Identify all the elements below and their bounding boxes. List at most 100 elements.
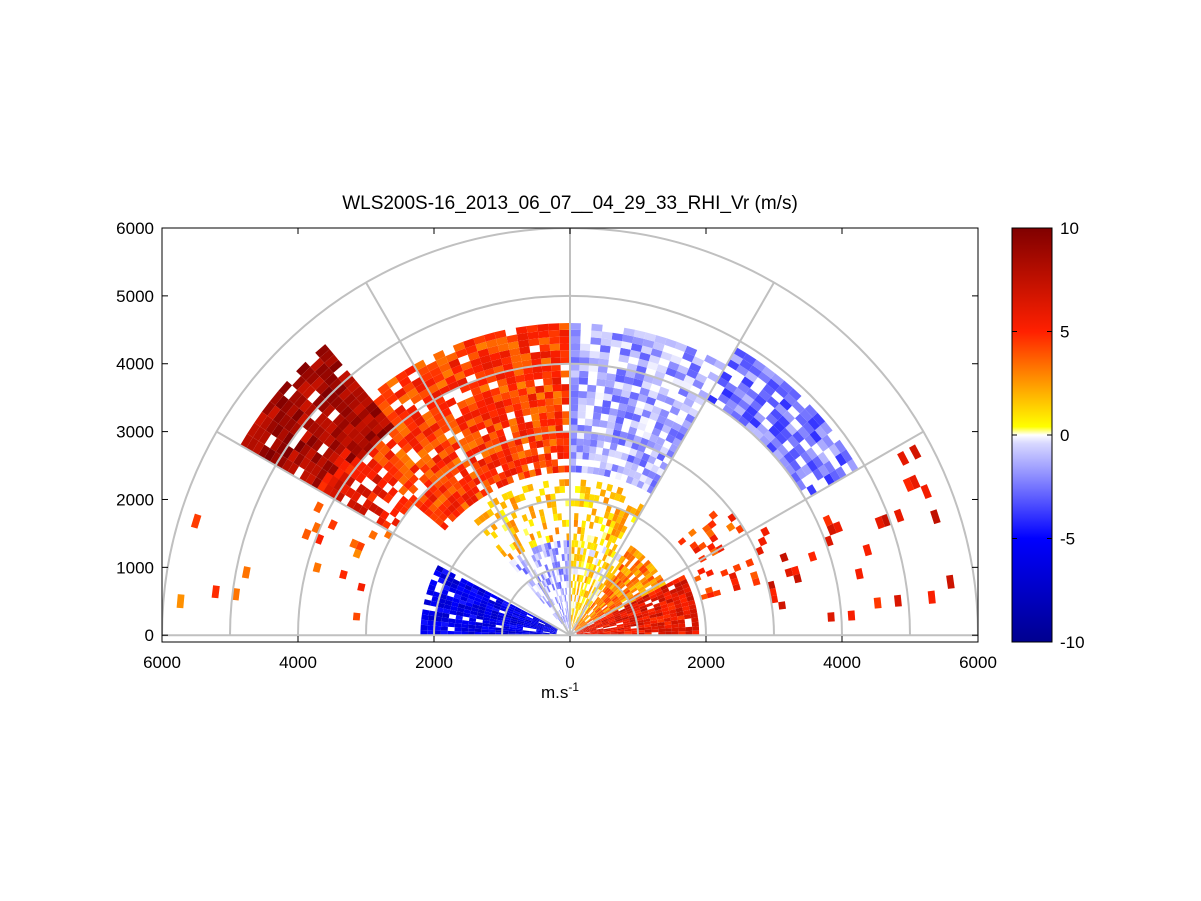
velocity-cell bbox=[664, 624, 672, 629]
velocity-cell bbox=[691, 617, 699, 623]
velocity-cell bbox=[564, 622, 568, 629]
velocity-cell bbox=[544, 453, 552, 461]
velocity-cell bbox=[625, 404, 636, 414]
velocity-cell bbox=[784, 567, 794, 578]
velocity-cell bbox=[578, 574, 582, 582]
velocity-cell bbox=[483, 593, 491, 600]
velocity-cell bbox=[578, 561, 582, 569]
velocity-cell bbox=[634, 580, 642, 588]
velocity-cell bbox=[603, 607, 610, 613]
velocity-cell bbox=[442, 612, 450, 619]
velocity-cell bbox=[547, 600, 552, 608]
velocity-cell bbox=[633, 471, 642, 481]
velocity-cell bbox=[629, 564, 637, 572]
velocity-cell bbox=[583, 614, 589, 621]
velocity-cell bbox=[587, 600, 593, 607]
velocity-cell bbox=[561, 390, 570, 398]
velocity-cell bbox=[605, 462, 613, 471]
velocity-cell bbox=[580, 622, 587, 628]
velocity-cell bbox=[376, 428, 388, 440]
velocity-cell bbox=[812, 412, 826, 426]
velocity-cell bbox=[881, 513, 892, 527]
velocity-cell bbox=[269, 451, 282, 466]
velocity-cell bbox=[582, 613, 587, 620]
velocity-cell bbox=[594, 515, 600, 524]
velocity-cell bbox=[511, 452, 520, 461]
colorbar-tick-label: -5 bbox=[1060, 530, 1075, 549]
velocity-cell bbox=[584, 598, 589, 605]
velocity-cell bbox=[779, 398, 792, 411]
velocity-cell bbox=[614, 614, 622, 619]
velocity-cell bbox=[596, 609, 603, 615]
velocity-cell bbox=[322, 447, 335, 460]
velocity-cell bbox=[384, 449, 396, 461]
velocity-cell bbox=[486, 602, 495, 608]
velocity-cell bbox=[695, 372, 708, 384]
velocity-cell bbox=[636, 562, 644, 570]
velocity-cell bbox=[623, 626, 631, 630]
velocity-cell bbox=[636, 480, 645, 489]
velocity-cell bbox=[589, 626, 597, 630]
velocity-cell bbox=[378, 416, 391, 429]
velocity-cell bbox=[447, 513, 457, 523]
velocity-cell bbox=[611, 584, 618, 592]
velocity-cell bbox=[478, 405, 489, 415]
velocity-cell bbox=[429, 579, 438, 587]
velocity-cell bbox=[440, 588, 449, 596]
velocity-cell bbox=[823, 460, 836, 474]
velocity-cell bbox=[645, 396, 657, 406]
velocity-cell bbox=[538, 537, 544, 545]
velocity-cell bbox=[547, 577, 552, 585]
velocity-cell bbox=[472, 603, 480, 609]
velocity-cell bbox=[641, 482, 650, 492]
velocity-cell bbox=[691, 356, 705, 367]
velocity-cell bbox=[426, 432, 437, 443]
velocity-cell bbox=[352, 432, 365, 445]
velocity-cell bbox=[584, 615, 590, 622]
velocity-cell bbox=[570, 397, 579, 405]
velocity-cell bbox=[752, 428, 764, 440]
velocity-cell bbox=[549, 631, 557, 633]
velocity-cell bbox=[543, 579, 548, 587]
velocity-cell bbox=[473, 415, 484, 425]
velocity-cell bbox=[594, 392, 605, 400]
velocity-cell bbox=[302, 417, 315, 431]
velocity-cell bbox=[649, 433, 659, 443]
velocity-cell bbox=[598, 358, 609, 367]
velocity-cell bbox=[429, 366, 442, 378]
velocity-cell bbox=[299, 399, 313, 413]
velocity-cell bbox=[615, 601, 622, 607]
velocity-cell bbox=[305, 447, 317, 461]
velocity-cell bbox=[595, 624, 603, 628]
velocity-cell bbox=[475, 625, 483, 630]
velocity-cell bbox=[454, 627, 462, 632]
velocity-cell bbox=[522, 567, 529, 575]
velocity-cell bbox=[752, 359, 766, 372]
velocity-cell bbox=[550, 555, 555, 563]
velocity-cell bbox=[589, 627, 597, 631]
velocity-cell bbox=[190, 513, 202, 529]
velocity-cell bbox=[608, 620, 616, 624]
velocity-cell bbox=[812, 468, 824, 481]
velocity-cell bbox=[639, 352, 651, 362]
velocity-cell bbox=[622, 620, 630, 624]
velocity-cell bbox=[574, 624, 580, 631]
velocity-cell bbox=[737, 415, 750, 428]
velocity-cell bbox=[590, 630, 597, 633]
velocity-cell bbox=[586, 391, 596, 399]
velocity-cell bbox=[476, 612, 485, 617]
velocity-cell bbox=[499, 501, 508, 510]
velocity-cell bbox=[668, 605, 676, 611]
velocity-cell bbox=[622, 382, 633, 392]
velocity-cell bbox=[587, 577, 592, 585]
velocity-cell bbox=[257, 444, 271, 459]
velocity-cell bbox=[468, 624, 476, 629]
velocity-cell bbox=[496, 336, 508, 346]
velocity-cell bbox=[483, 613, 491, 619]
velocity-cell bbox=[564, 465, 570, 473]
velocity-cell bbox=[404, 364, 417, 377]
velocity-cell bbox=[570, 377, 579, 385]
velocity-cell bbox=[485, 338, 498, 349]
velocity-cell bbox=[611, 543, 618, 552]
velocity-cell bbox=[661, 587, 670, 594]
